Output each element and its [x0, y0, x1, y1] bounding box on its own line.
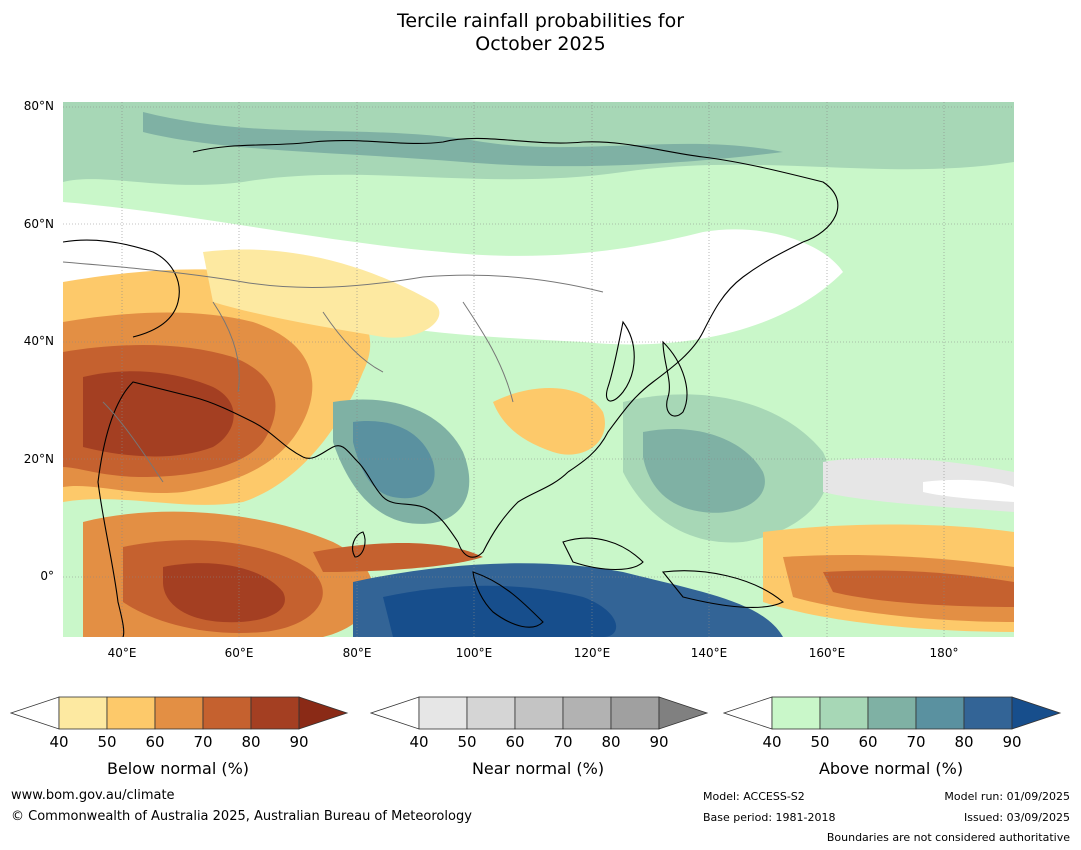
lat-label-20n: 20°N	[23, 452, 54, 466]
south-china-below-normal	[493, 388, 605, 455]
cbar-above-seg-4	[915, 696, 965, 730]
above-normal-title: Above normal (%)	[818, 759, 964, 778]
map-gridlines	[63, 102, 1014, 637]
cbar-near-tick-90: 90	[649, 733, 669, 751]
cbar-near-tick-60: 60	[505, 733, 525, 751]
boundaries-disclaimer: Boundaries are not considered authoritat…	[826, 831, 1070, 844]
neutral-region-asia	[63, 202, 843, 345]
cbar-below-seg-5	[250, 696, 300, 730]
cbar-above-tick-90: 90	[1002, 733, 1022, 751]
east-africa-below-normal-core	[163, 563, 285, 623]
cbar-near-tick-40: 40	[409, 733, 429, 751]
model-run-date: Model run: 01/09/2025	[944, 790, 1070, 803]
lat-label-60n: 60°N	[23, 217, 54, 231]
cbar-below-tick-80: 80	[241, 733, 261, 751]
cbar-below-cap-low	[10, 696, 60, 730]
lon-label-60e: 60°E	[224, 646, 254, 660]
cbar-below-seg-4	[202, 696, 252, 730]
pacific-neutral-patch	[923, 479, 1014, 502]
cbar-below-seg-2	[106, 696, 156, 730]
chart-title-line1: Tercile rainfall probabilities for	[396, 10, 685, 32]
cbar-above-seg-2	[819, 696, 869, 730]
cbar-near-seg-2	[466, 696, 516, 730]
lon-label-180: 180°	[929, 646, 959, 660]
cbar-near-tick-80: 80	[601, 733, 621, 751]
cbar-near-tick-70: 70	[553, 733, 573, 751]
cbar-below-seg-3	[154, 696, 204, 730]
cbar-above-tick-60: 60	[858, 733, 878, 751]
cbar-above-cap-low	[723, 696, 773, 730]
cbar-near-cap-low	[370, 696, 420, 730]
cbar-above-seg-5	[963, 696, 1013, 730]
cbar-below-tick-70: 70	[193, 733, 213, 751]
cbar-above-cap-high	[1011, 696, 1062, 730]
cbar-below-tick-50: 50	[97, 733, 117, 751]
cbar-below-tick-90: 90	[289, 733, 309, 751]
cbar-above-tick-70: 70	[906, 733, 926, 751]
cbar-above-tick-50: 50	[810, 733, 830, 751]
north-above-normal-region	[63, 102, 1014, 185]
lon-label-160e: 160°E	[808, 646, 846, 660]
website-link[interactable]: www.bom.gov.au/climate	[11, 788, 175, 803]
lat-label-80n: 80°N	[23, 99, 54, 113]
below-normal-title: Below normal (%)	[106, 759, 250, 778]
lon-label-40e: 40°E	[107, 646, 137, 660]
cbar-below-seg-1	[58, 696, 108, 730]
below-normal-colorbar	[10, 696, 349, 730]
cbar-near-seg-1	[418, 696, 468, 730]
central-asia-below-normal	[203, 249, 440, 338]
lon-label-80e: 80°E	[342, 646, 372, 660]
lon-label-100e: 100°E	[455, 646, 493, 660]
issued-date: Issued: 03/09/2025	[963, 811, 1070, 824]
lat-label-40n: 40°N	[23, 334, 54, 348]
above-normal-colorbar	[723, 696, 1062, 730]
cbar-above-seg-1	[771, 696, 821, 730]
model-name: Model: ACCESS-S2	[703, 790, 805, 803]
base-period: Base period: 1981-2018	[703, 811, 836, 824]
cbar-near-seg-5	[610, 696, 660, 730]
east-pacific-below-normal-core	[823, 570, 1014, 607]
cbar-above-seg-3	[867, 696, 917, 730]
cbar-near-tick-50: 50	[457, 733, 477, 751]
cbar-below-tick-40: 40	[49, 733, 69, 751]
rainfall-probability-map	[63, 102, 1014, 637]
near-normal-title: Near normal (%)	[471, 759, 605, 778]
cbar-above-tick-80: 80	[954, 733, 974, 751]
cbar-below-tick-60: 60	[145, 733, 165, 751]
cbar-near-seg-4	[562, 696, 612, 730]
middle-east-below-normal-core	[83, 371, 234, 457]
lon-label-120e: 120°E	[573, 646, 611, 660]
cbar-near-cap-high	[658, 696, 709, 730]
copyright-text: © Commonwealth of Australia 2025, Austra…	[11, 809, 472, 824]
lon-label-140e: 140°E	[690, 646, 728, 660]
cbar-below-cap-high	[298, 696, 349, 730]
equatorial-below-normal-band	[313, 542, 483, 572]
lat-label-0: 0°	[40, 569, 54, 583]
near-normal-colorbar	[370, 696, 709, 730]
cbar-near-seg-3	[514, 696, 564, 730]
country-borders	[63, 261, 604, 483]
pacific-near-normal-region	[823, 457, 1014, 512]
west-pacific-above-normal-core	[643, 428, 765, 513]
cbar-above-tick-40: 40	[762, 733, 782, 751]
maritime-above-normal-core	[383, 585, 617, 637]
india-above-normal-core	[353, 421, 435, 499]
chart-title-line2: October 2025	[475, 33, 606, 55]
coastlines	[63, 137, 839, 637]
